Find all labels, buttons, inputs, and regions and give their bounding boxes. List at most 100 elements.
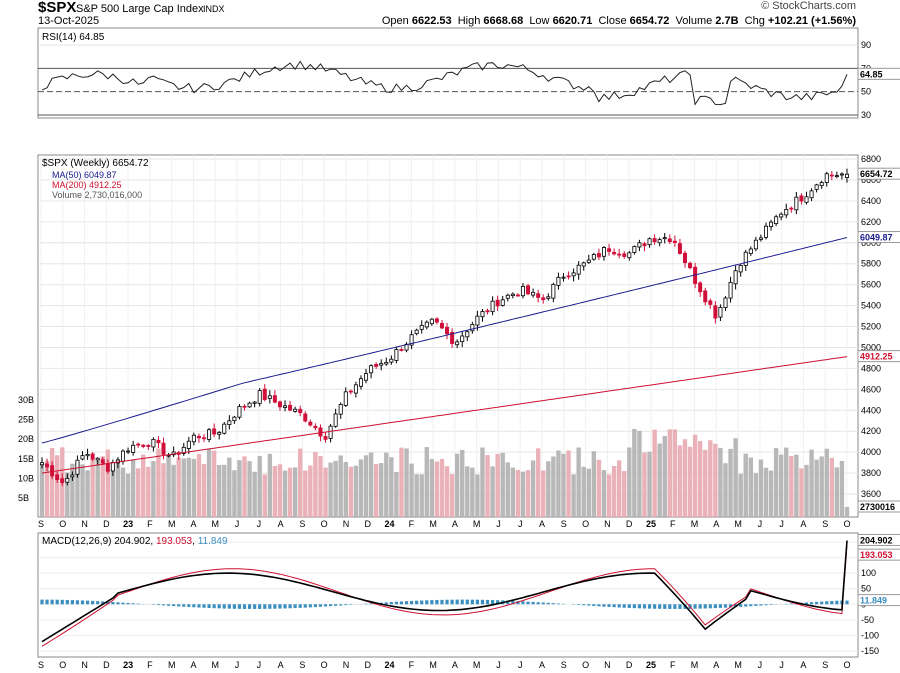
candle (348, 390, 353, 393)
x-tick-label: N (81, 519, 88, 529)
volume-bar (824, 448, 829, 517)
exchange: INDX (203, 4, 225, 14)
candle (65, 477, 70, 483)
symbol: $SPX (38, 0, 77, 16)
volume-bar (784, 447, 789, 517)
volume-bar (151, 460, 156, 517)
candles (40, 168, 850, 487)
macd-hist-bar (420, 600, 424, 605)
macd-hist-bar (592, 604, 596, 606)
x-tick-label: S (822, 519, 828, 529)
candle (804, 196, 809, 203)
candle (85, 454, 90, 457)
macd-hist-bar (389, 602, 393, 605)
x-tick-label: F (147, 519, 153, 529)
price-legend: $SPX (Weekly) 6654.72 MA(50) 6049.87 MA(… (42, 158, 149, 200)
candle (586, 259, 591, 263)
macd-hist-bar (308, 604, 312, 608)
candle (424, 321, 429, 328)
x-tick-label-bottom: A (800, 660, 806, 670)
macd-hist-bar (156, 604, 161, 606)
volume-bars (39, 428, 850, 609)
volume-tick-label: 30B (18, 395, 34, 405)
date: 13-Oct-2025 (38, 15, 100, 27)
close-value: 6654.72 (629, 15, 670, 27)
candle (758, 237, 763, 240)
candle (45, 463, 50, 468)
volume-tick-label: 10B (18, 473, 34, 483)
x-tick-label-bottom: S (38, 660, 44, 670)
volume-bar (606, 474, 612, 517)
x-tick-label: O (582, 519, 589, 529)
volume-bar (232, 470, 237, 517)
volume-bar (475, 474, 480, 517)
volume-value-label: 2730016 (860, 502, 895, 512)
candle (728, 281, 733, 299)
macd-hist-bar (744, 604, 748, 607)
candle (738, 264, 743, 273)
macd-hist-bar (283, 604, 287, 609)
price-tick-label: 5800 (861, 259, 881, 269)
macd-hist-bar (131, 603, 135, 605)
x-tick-label-bottom: J (518, 660, 523, 670)
close-value-label-box (857, 167, 900, 180)
macd-hist-bar (845, 600, 849, 605)
candle (414, 329, 419, 335)
price-tick-label: 5400 (861, 301, 881, 311)
candle (338, 404, 343, 415)
x-tick-label-bottom: J (758, 660, 763, 670)
volume-bar (75, 462, 80, 517)
volume-bar (323, 467, 328, 517)
candle (546, 296, 551, 299)
candle (429, 318, 434, 325)
macd-hist-bar (247, 604, 252, 609)
volume-bar (171, 464, 176, 517)
macd-hist-bar (288, 604, 292, 609)
candle (95, 457, 100, 461)
macd-hist-bar (339, 604, 343, 606)
x-tick-label-bottom: F (409, 660, 415, 670)
volume-bar (495, 453, 500, 517)
volume-bar (389, 457, 394, 517)
volume-bar (647, 451, 652, 517)
macd-hist-bar (273, 604, 277, 609)
candle (799, 195, 804, 202)
volume-bar (723, 463, 728, 517)
volume-bar (566, 450, 571, 517)
x-tick-label: J (518, 519, 523, 529)
macd-hist-bar (222, 604, 226, 609)
candle (242, 405, 247, 408)
ma200-value-label-box (857, 350, 900, 363)
macd-hist-bar (121, 602, 125, 605)
volume-bar (515, 469, 521, 517)
ma50-line (41, 237, 848, 444)
volume-bar (794, 454, 799, 517)
macd-hist-bar (617, 604, 621, 608)
volume-bar (561, 453, 566, 517)
x-tick-label: 23 (123, 519, 133, 529)
volume-bar (799, 468, 804, 517)
x-tick-label: N (343, 519, 350, 529)
macd-tick-label: -100 (861, 630, 879, 640)
volume-bar (384, 452, 389, 517)
price-tick-label: 4200 (861, 426, 881, 436)
volume-bar (667, 429, 672, 517)
chg-value: +102.21 (+1.56%) (767, 15, 856, 27)
macd-hist-bar (622, 604, 626, 608)
macd-hist-bar (728, 604, 733, 608)
rsi-tick-label: 50 (861, 87, 871, 97)
candle (212, 428, 217, 435)
volume-bar (541, 470, 546, 517)
volume-bar (814, 459, 819, 517)
macd-hist-bar (318, 604, 323, 607)
macd-legend-macd: 204.902 (114, 536, 151, 547)
candle (217, 432, 222, 435)
volume-bar (551, 456, 556, 517)
x-tick-label-bottom: M (734, 660, 742, 670)
candle (652, 238, 657, 243)
x-tick-label-bottom: S (561, 660, 567, 670)
price-tick-label: 4400 (861, 405, 881, 415)
candle (60, 478, 65, 484)
chart-header: $SPX S&P 500 Large Cap Index INDX 13-Oct… (38, 0, 858, 28)
candle (328, 425, 333, 439)
